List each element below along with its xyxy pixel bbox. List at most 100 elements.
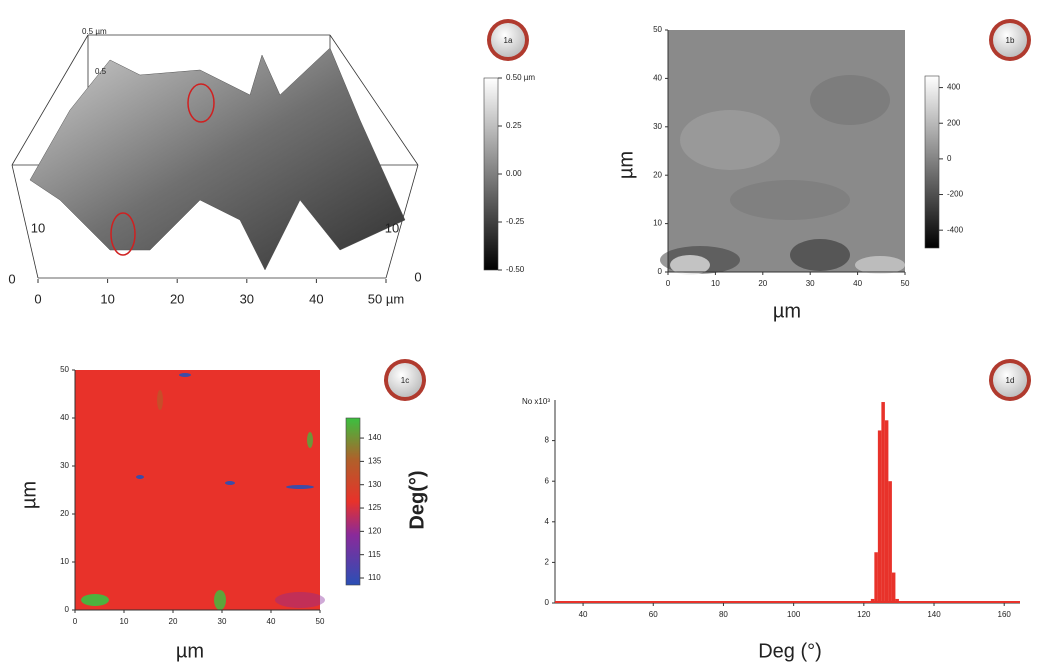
x-tick-label: 40 — [853, 279, 862, 288]
y-tick-label: 0 — [8, 271, 15, 286]
x-tick-label: 160 — [998, 610, 1012, 619]
colorbar-tick-label: 125 — [368, 503, 382, 512]
bar — [885, 420, 889, 603]
y-tick-label: 0 — [545, 598, 550, 607]
panel-label: 1b — [1006, 36, 1015, 45]
y2-tick-label: 0 — [414, 269, 421, 284]
x-tick-label: 0 — [666, 279, 671, 288]
colorbar-tick-label: -400 — [947, 225, 964, 234]
x-tick-label: 30 — [218, 617, 227, 626]
z-tick-label: 0.5 — [95, 67, 107, 76]
colorbar-tick-label: 200 — [947, 118, 961, 127]
bar — [892, 573, 896, 603]
colorbar-tick-label: -0.25 — [506, 217, 525, 226]
colorbar-tick-label: -200 — [947, 190, 964, 199]
y-tick-label: 0 — [658, 267, 663, 276]
y-tick-label: 40 — [653, 74, 662, 83]
colorbar — [925, 76, 939, 248]
x-tick-label: 20 — [169, 617, 178, 626]
map-feature — [730, 180, 850, 220]
colorbar-tick-label: 0.00 — [506, 169, 522, 178]
y-tick-label: 50 — [653, 25, 662, 34]
y-tick-label: 10 — [60, 557, 69, 566]
colorbar-tick-label: -0.50 — [506, 265, 525, 274]
colorbar-tick-label: 400 — [947, 83, 961, 92]
bar — [888, 481, 892, 603]
x-tick-label: 30 — [240, 291, 254, 306]
y-tick-label: 6 — [545, 476, 550, 485]
colorbar-tick-label: 140 — [368, 433, 382, 442]
x-tick-label: 50 — [316, 617, 325, 626]
panel-label: 1a — [504, 36, 513, 45]
x-tick-label: 120 — [857, 610, 871, 619]
figure: 01020304050 µm0100100.5 µm0.50.50 µm0.25… — [0, 0, 1038, 667]
x-axis-label: Deg (°) — [758, 640, 822, 662]
x-tick-label: 10 — [120, 617, 129, 626]
y-axis-label: µm — [18, 481, 40, 509]
bar — [895, 599, 899, 603]
colorbar-tick-label: 115 — [368, 550, 381, 559]
bar — [881, 402, 885, 603]
y-tick-label: 30 — [60, 461, 69, 470]
x-tick-label: 40 — [309, 291, 323, 306]
surface — [30, 48, 405, 270]
y-tick-label: 2 — [545, 558, 550, 567]
map-feature — [810, 75, 890, 125]
map-feature — [179, 373, 191, 377]
y-tick-label: 30 — [653, 122, 662, 131]
x-tick-label: 30 — [806, 279, 815, 288]
colorbar-tick-label: 130 — [368, 480, 382, 489]
bar — [878, 430, 882, 603]
x-tick-label: 10 — [100, 291, 114, 306]
x-tick-label: 0 — [73, 617, 78, 626]
colorbar-tick-label: 135 — [368, 456, 382, 465]
x-tick-label: 0 — [34, 291, 41, 306]
map-feature — [790, 239, 850, 271]
x-tick-label: 50 µm — [368, 291, 404, 306]
map-feature — [855, 256, 905, 274]
x-tick-label: 20 — [758, 279, 767, 288]
z-tick-label: 0.5 µm — [82, 27, 107, 36]
x-tick-label: 140 — [927, 610, 941, 619]
y-axis-label: No x10³ — [522, 397, 550, 406]
map-image — [75, 370, 320, 610]
colorbar-tick-label: 110 — [368, 573, 381, 582]
x-axis-label: µm — [773, 300, 801, 322]
x-axis-label: µm — [176, 640, 204, 662]
x-tick-label: 80 — [719, 610, 728, 619]
map-feature — [214, 590, 226, 610]
x-tick-label: 40 — [267, 617, 276, 626]
colorbar-tick-label: 0.25 — [506, 121, 522, 130]
y-axis-label: µm — [615, 151, 637, 179]
bar — [874, 552, 878, 603]
x-tick-label: 50 — [901, 279, 910, 288]
y-tick-label: 8 — [545, 436, 550, 445]
y-tick-label: 0 — [65, 605, 70, 614]
x-tick-label: 20 — [170, 291, 184, 306]
y-tick-label: 10 — [31, 220, 45, 235]
colorbar — [484, 78, 498, 270]
panel-label: 1d — [1006, 376, 1015, 385]
bar — [871, 599, 875, 603]
colorbar-tick-label: 0.50 µm — [506, 73, 535, 82]
y-tick-label: 10 — [653, 219, 662, 228]
colorbar — [346, 418, 360, 585]
colorbar-tick-label: 0 — [947, 154, 952, 163]
map-feature — [81, 594, 109, 606]
map-feature — [225, 481, 235, 485]
map-feature — [136, 475, 144, 479]
x-tick-label: 10 — [711, 279, 720, 288]
x-tick-label: 40 — [579, 610, 588, 619]
panel-label: 1c — [401, 376, 409, 385]
colorbar-tick-label: 120 — [368, 526, 382, 535]
y-tick-label: 20 — [653, 170, 662, 179]
map-feature — [275, 592, 325, 608]
x-tick-label: 60 — [649, 610, 658, 619]
y-tick-label: 20 — [60, 509, 69, 518]
y-tick-label: 40 — [60, 413, 69, 422]
map-feature — [680, 110, 780, 170]
x-tick-label: 100 — [787, 610, 801, 619]
colorbar-label: Deg(°) — [406, 470, 428, 529]
map-feature — [157, 390, 163, 410]
y-tick-label: 4 — [545, 517, 550, 526]
